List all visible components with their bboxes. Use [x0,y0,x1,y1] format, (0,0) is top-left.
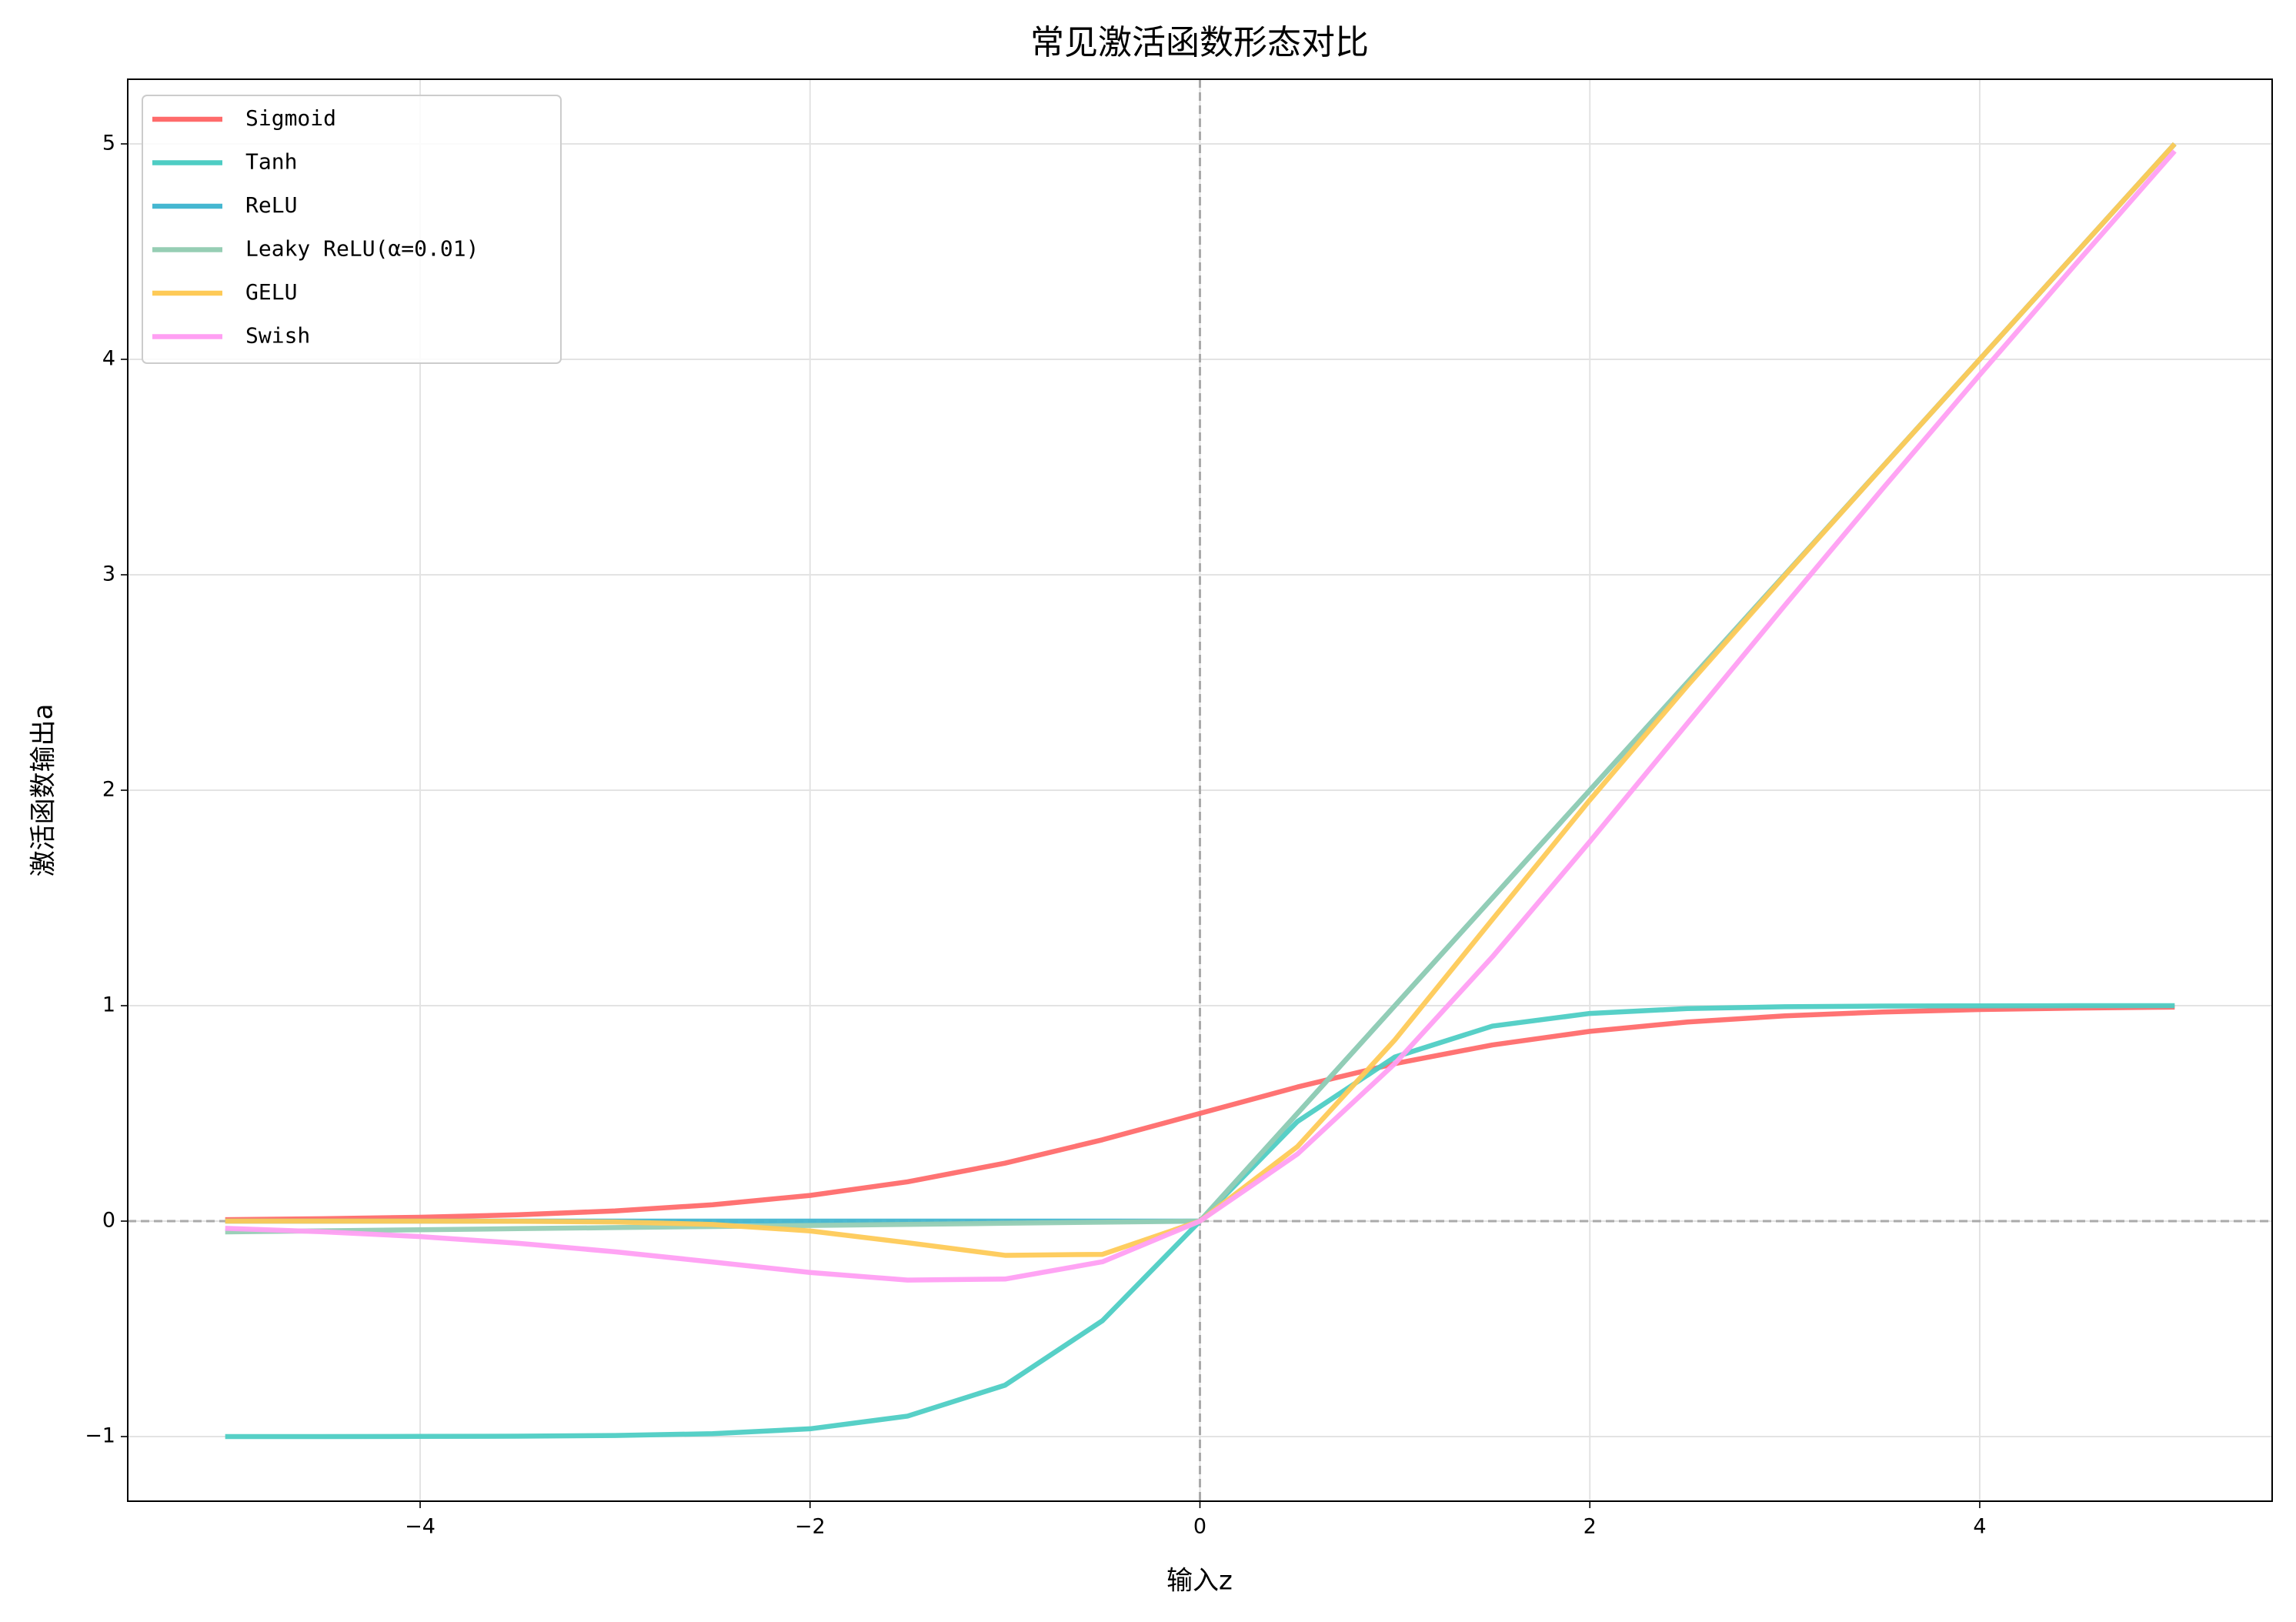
y-tick-label: −1 [85,1424,115,1448]
y-tick-label: 5 [102,132,115,155]
y-tick-label: 1 [102,993,115,1017]
x-tick-label: 4 [1973,1515,1986,1539]
y-tick-label: 0 [102,1209,115,1233]
x-axis-label: 输入z [1166,1566,1233,1597]
x-tick-label: −4 [405,1515,436,1539]
chart-title: 常见激活函数形态对比 [1030,23,1369,62]
y-tick-label: 2 [102,778,115,802]
x-tick-label: 0 [1193,1515,1206,1539]
series-line [225,149,2177,1283]
legend-label: Leaky ReLU(α=0.01) [245,236,479,262]
axes-frame [127,78,2273,1502]
y-tick-label: 3 [102,562,115,586]
legend-label: Tanh [245,149,297,175]
x-tick-label: 2 [1584,1515,1597,1539]
legend-label: ReLU [245,192,297,218]
series-line [225,1004,2175,1223]
legend-label: Sigmoid [245,105,336,131]
legend-box [142,95,562,364]
x-tick-label: −2 [795,1515,826,1539]
legend-label: GELU [245,279,297,305]
y-tick-label: 4 [102,347,115,371]
legend-label: Swish [245,323,310,349]
y-axis-label: 激活函数输出a [28,704,59,877]
